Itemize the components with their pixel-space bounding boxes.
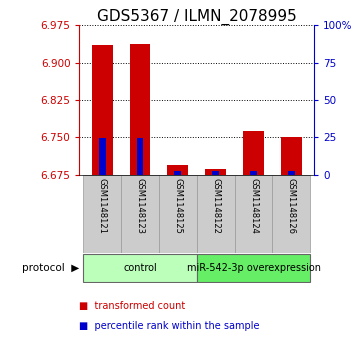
- Bar: [281, 137, 302, 175]
- Bar: [136, 138, 143, 175]
- Bar: [273, 175, 310, 253]
- Bar: [212, 171, 219, 175]
- Bar: [197, 254, 310, 282]
- Text: ■  percentile rank within the sample: ■ percentile rank within the sample: [79, 321, 260, 331]
- Text: GSM1148126: GSM1148126: [287, 178, 296, 234]
- Title: GDS5367 / ILMN_2078995: GDS5367 / ILMN_2078995: [97, 9, 297, 25]
- Bar: [243, 131, 264, 175]
- Bar: [197, 175, 235, 253]
- Bar: [83, 175, 121, 253]
- Bar: [174, 171, 181, 175]
- Text: GSM1148123: GSM1148123: [135, 178, 144, 234]
- Bar: [250, 171, 257, 175]
- Bar: [92, 45, 113, 175]
- Bar: [159, 175, 197, 253]
- Text: ■  transformed count: ■ transformed count: [79, 301, 186, 311]
- Bar: [121, 175, 159, 253]
- Text: GSM1148124: GSM1148124: [249, 178, 258, 234]
- Bar: [288, 171, 295, 175]
- Bar: [205, 169, 226, 175]
- Bar: [99, 138, 105, 175]
- Bar: [168, 165, 188, 175]
- Text: control: control: [123, 263, 157, 273]
- Bar: [235, 175, 273, 253]
- Text: GSM1148125: GSM1148125: [173, 178, 182, 234]
- Text: miR-542-3p overexpression: miR-542-3p overexpression: [187, 263, 321, 273]
- Bar: [130, 44, 151, 175]
- Text: GSM1148122: GSM1148122: [211, 178, 220, 234]
- Text: GSM1148121: GSM1148121: [97, 178, 106, 234]
- Bar: [83, 254, 197, 282]
- Text: protocol  ▶: protocol ▶: [22, 263, 79, 273]
